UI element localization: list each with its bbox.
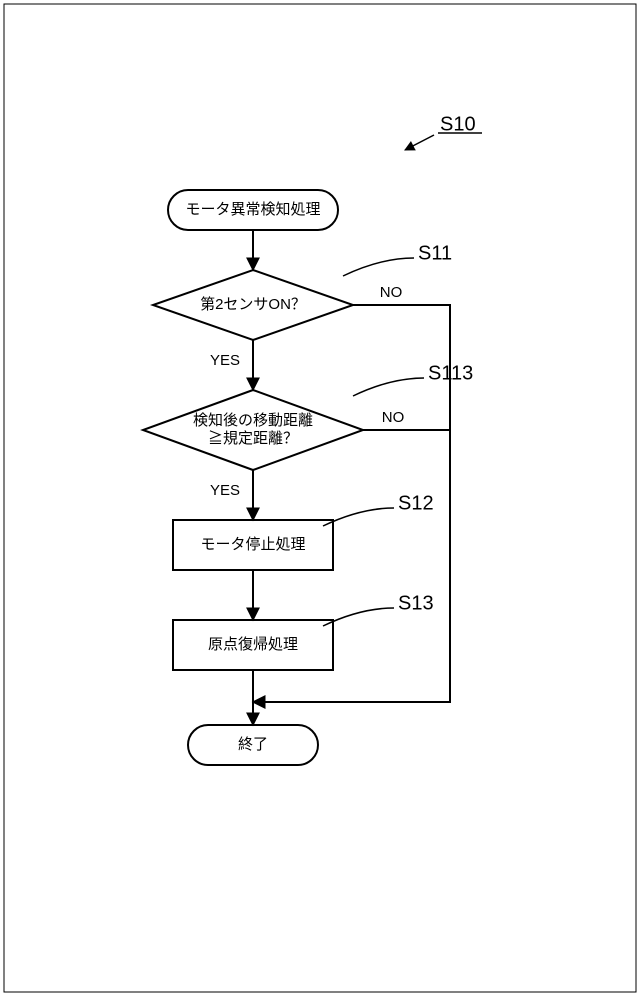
yes-d1: YES	[210, 352, 240, 369]
no-d2: NO	[382, 409, 405, 426]
p2-label: 原点復帰処理	[208, 635, 298, 653]
d2-label-1: ≧規定距離？	[208, 429, 298, 447]
d2-leader	[353, 378, 424, 396]
end-label: 終了	[238, 736, 268, 753]
no-d1: NO	[380, 284, 403, 301]
diagram-ref-arrow	[405, 135, 434, 150]
d1-step: S11	[418, 242, 452, 264]
diagram-ref: S10	[440, 113, 476, 135]
p1-step: S12	[398, 492, 434, 514]
start-label: モータ異常検知処理	[185, 201, 320, 218]
d2-label-0: 検知後の移動距離	[193, 411, 313, 429]
p2-step: S13	[398, 592, 434, 614]
d1-leader	[343, 258, 414, 276]
flowchart-canvas: モータ異常検知処理第2センサON？S11検知後の移動距離≧規定距離？S113モー…	[0, 0, 640, 996]
d1-label: 第2センサON？	[200, 295, 306, 313]
p1-label: モータ停止処理	[200, 536, 305, 553]
yes-d2: YES	[210, 482, 240, 499]
